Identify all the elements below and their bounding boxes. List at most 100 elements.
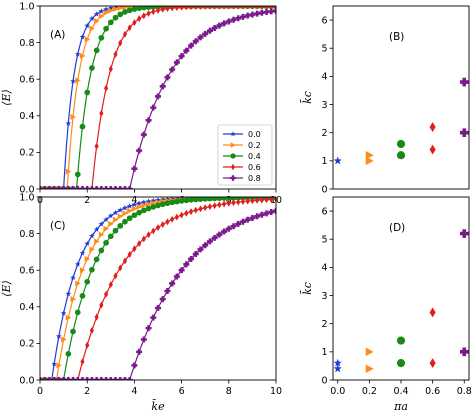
data-point [179, 211, 184, 219]
data-point [145, 6, 152, 10]
data-point [70, 296, 77, 303]
y-tick-label: 1.0 [19, 192, 34, 203]
data-point [131, 165, 138, 172]
data-point [188, 208, 194, 216]
data-point [126, 7, 133, 14]
data-point [258, 211, 265, 218]
legend-marker [230, 175, 236, 181]
data-point [212, 202, 217, 210]
data-point [225, 225, 232, 232]
legend-marker [230, 142, 236, 148]
data-point [89, 266, 95, 273]
data-point [273, 197, 276, 203]
data-point [60, 186, 67, 189]
data-point [122, 30, 128, 38]
data-point [207, 6, 213, 10]
data-point [269, 197, 274, 203]
data-point [103, 25, 109, 32]
data-point [174, 198, 180, 205]
legend: 0.0 0.2 0.4 0.6 0.8 [217, 124, 273, 186]
data-point [74, 377, 81, 380]
data-point [174, 213, 179, 221]
data-point [221, 228, 228, 235]
y-tick-label: 1 [321, 347, 327, 358]
data-point [202, 197, 209, 202]
data-point [107, 186, 114, 189]
data-point [140, 131, 147, 138]
data-point [79, 293, 86, 299]
data-point [137, 15, 142, 23]
data-point [202, 242, 209, 249]
legend-entry: 0.4 [248, 152, 261, 161]
data-point [203, 204, 208, 212]
series-0.8 [40, 7, 276, 189]
y-tick-label: 0.2 [19, 339, 34, 350]
axes-frame [332, 196, 470, 381]
data-point [46, 377, 53, 380]
data-point [103, 216, 109, 223]
data-point [122, 6, 128, 11]
data-point [160, 6, 165, 13]
data-point [118, 264, 123, 272]
y-tick-label: 4 [321, 263, 327, 274]
data-point [207, 203, 213, 211]
data-point [56, 333, 62, 339]
axes-frame [39, 196, 277, 381]
data-point [155, 202, 161, 209]
data-point [211, 234, 218, 241]
data-point [112, 209, 119, 216]
data-point [164, 287, 171, 294]
y-tick-label: 5 [321, 44, 327, 55]
data-point [140, 207, 147, 214]
data-point [333, 358, 342, 367]
data-point [216, 22, 223, 29]
panel-b: 0 1 2 3 4 5 6 k̄c (B) [301, 5, 470, 195]
data-point [197, 34, 204, 41]
data-point [155, 197, 161, 203]
data-point [140, 6, 147, 11]
data-point [239, 13, 246, 20]
y-axis-label: ⟨E⟩ [0, 280, 13, 297]
data-point [98, 377, 105, 380]
data-point [188, 42, 195, 49]
data-point [131, 201, 138, 208]
data-point [151, 8, 156, 16]
data-point [221, 6, 227, 10]
data-point [396, 151, 406, 160]
data-point [333, 364, 342, 373]
data-point [127, 24, 132, 32]
data-point [103, 377, 110, 380]
data-point [70, 328, 76, 335]
data-point [239, 218, 246, 225]
data-point [103, 9, 110, 16]
data-point [98, 8, 105, 14]
data-point [244, 12, 251, 19]
data-point [89, 326, 95, 334]
data-point [150, 314, 157, 321]
data-point [84, 89, 91, 96]
data-point [169, 66, 176, 73]
legend-entry: 0.6 [248, 163, 261, 172]
y-tick-label: 0.8 [19, 229, 34, 240]
data-point [236, 6, 241, 10]
y-tick-label: 2 [321, 319, 327, 330]
data-point [188, 197, 194, 203]
x-tick-label: 8 [226, 386, 232, 397]
data-point [188, 255, 195, 262]
data-point [122, 257, 128, 265]
legend-marker [231, 163, 235, 171]
data-point [254, 10, 261, 17]
data-point [221, 197, 227, 201]
data-point [41, 186, 48, 189]
data-point [459, 347, 469, 357]
data-point [259, 197, 264, 204]
data-point [259, 6, 264, 10]
panel-label: (A) [50, 29, 65, 41]
data-point [51, 377, 58, 380]
data-point [221, 20, 228, 27]
data-point [117, 6, 124, 12]
legend-marker [230, 131, 236, 137]
data-point [145, 117, 152, 124]
data-point [121, 377, 128, 380]
